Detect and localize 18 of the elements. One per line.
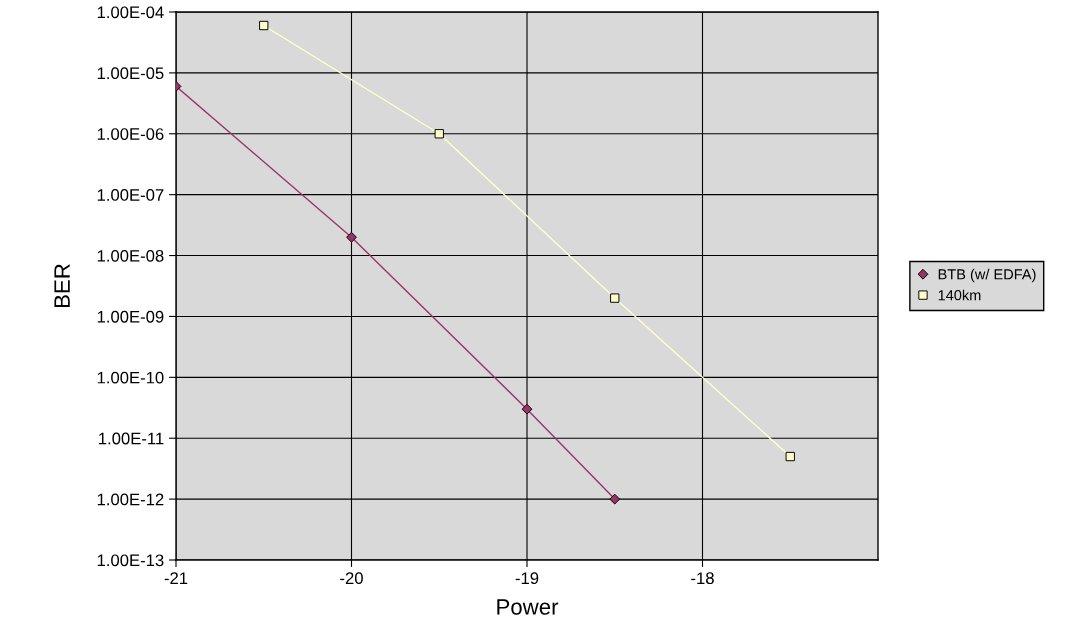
y-tick-label: 1.00E-10 [97, 371, 164, 384]
x-tick-label: -20 [340, 572, 363, 585]
legend-label: BTB (w/ EDFA) [938, 268, 1036, 283]
y-axis-title: BER [54, 264, 70, 308]
y-tick-label: 1.00E-07 [97, 189, 164, 201]
y-tick-label: 1.00E-04 [97, 6, 164, 19]
y-tick-label: 1.00E-13 [97, 554, 164, 567]
x-axis-title: Power [497, 599, 559, 615]
y-tick-label: 1.00E-12 [97, 493, 164, 506]
y-tick-label: 1.00E-08 [97, 249, 164, 262]
y-tick-label: 1.00E-11 [99, 432, 164, 445]
y-tick-label: 1.00E-06 [97, 128, 164, 140]
x-tick-label: -18 [691, 572, 714, 585]
y-tick-label: 1.00E-09 [97, 310, 164, 323]
x-tick-label: -21 [164, 572, 188, 584]
y-tick-label: 1.00E-05 [97, 67, 164, 80]
x-tick-label: -19 [515, 572, 539, 585]
legend-label: 140km [938, 289, 981, 301]
